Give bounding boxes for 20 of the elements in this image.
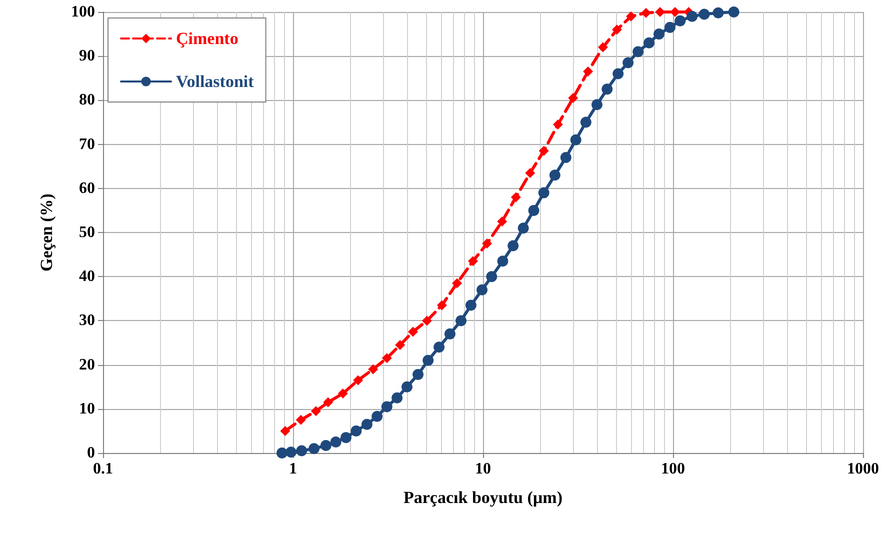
legend-label: Çimento	[176, 29, 238, 48]
x-axis-title: Parçacık boyutu (µm)	[403, 488, 563, 507]
y-tick-label: 70	[79, 136, 95, 153]
y-tick-label: 80	[79, 92, 95, 109]
x-tick-label: 1000	[847, 460, 879, 478]
x-tick-label: 100	[661, 460, 685, 478]
legend-label: Vollastonit	[176, 72, 254, 91]
x-tick-label: 1	[289, 460, 297, 478]
x-tick-label: 0.1	[93, 460, 113, 478]
y-tick-label: 30	[79, 312, 95, 330]
y-tick-label: 50	[79, 224, 95, 241]
y-tick-label: 40	[79, 268, 95, 286]
y-tick-label: 0	[87, 444, 95, 462]
y-tick-label: 60	[79, 180, 95, 197]
y-tick-label: 20	[79, 356, 95, 374]
y-tick-label: 100	[71, 4, 95, 20]
x-tick-label: 10	[475, 460, 491, 478]
y-axis-title: Geçen (%)	[37, 194, 56, 272]
y-tick-label: 10	[79, 400, 95, 418]
y-tick-label: 90	[79, 48, 95, 65]
